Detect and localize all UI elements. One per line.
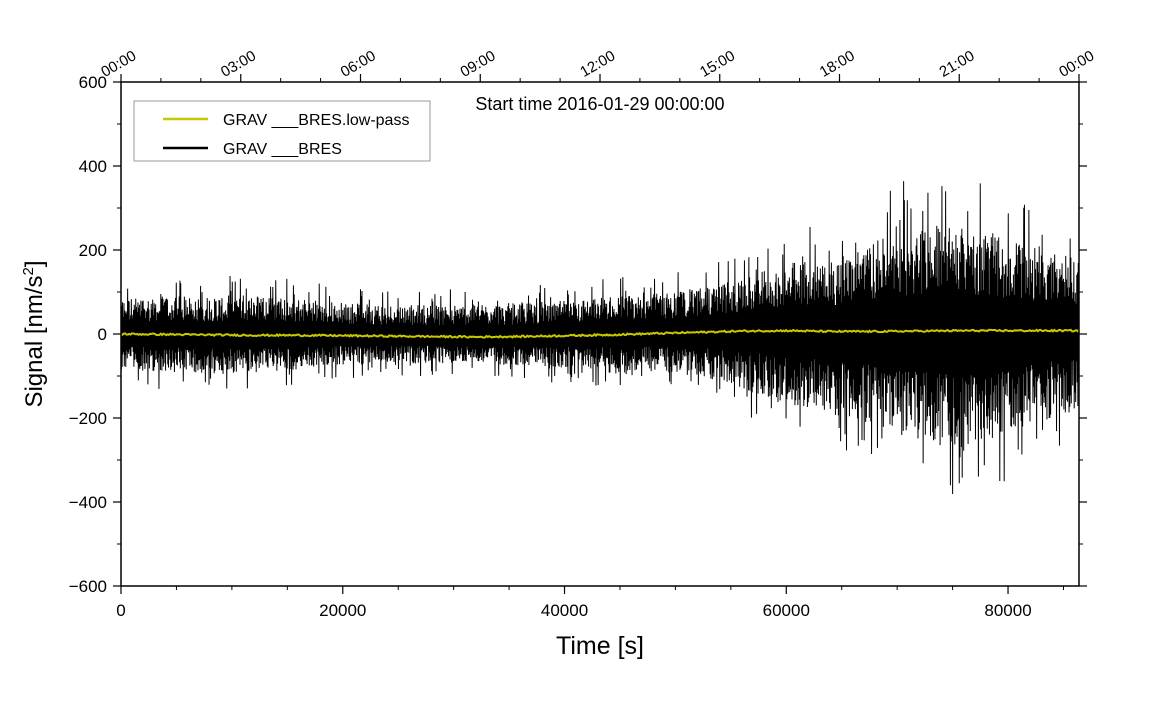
x-tick-label: 20000: [319, 601, 366, 620]
y-tick-label: −600: [69, 577, 107, 596]
lowpass-layer: [120, 328, 1080, 339]
x-tick-label: 60000: [763, 601, 810, 620]
legend-label-lowpass: GRAV ___BRES.low-pass: [223, 112, 409, 129]
y-tick-label: 400: [79, 157, 107, 176]
y-axis-label: Signal [nm/s2]: [20, 260, 48, 407]
y-axis-label-close: ]: [21, 260, 48, 267]
y-axis-label-main: Signal [nm/s: [21, 275, 48, 407]
signal-series-line: [120, 181, 1080, 495]
y-tick-label: −200: [69, 409, 107, 428]
legend: GRAV ___BRES.low-pass GRAV ___BRES: [133, 100, 431, 162]
x-tick-label: 40000: [541, 601, 588, 620]
y-tick-label: 0: [98, 325, 107, 344]
x-tick-label: 0: [116, 601, 125, 620]
y-axis-label-superscript: 2: [20, 267, 37, 275]
chart-title: Start time 2016-01-29 00:00:00: [475, 94, 724, 114]
legend-label-signal: GRAV ___BRES: [223, 141, 342, 158]
x-axis-label: Time [s]: [556, 632, 644, 660]
legend-box: [133, 100, 431, 162]
y-tick-label: 600: [79, 73, 107, 92]
lowpass-series-line: [120, 328, 1080, 339]
signal-layer: [120, 181, 1080, 495]
x-tick-label: 80000: [984, 601, 1031, 620]
y-tick-label: 200: [79, 241, 107, 260]
y-tick-label: −400: [69, 493, 107, 512]
